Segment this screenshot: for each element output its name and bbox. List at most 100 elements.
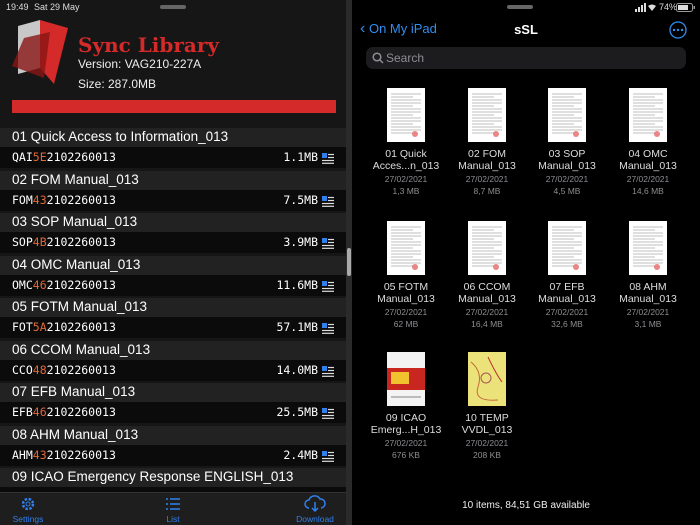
doc-row[interactable]: 07 EFB Manual_013 EFB462102260013 25.5MB	[0, 383, 346, 423]
file-item[interactable]: 06 CCOM Manual_013 27/02/2021 16,4 MB	[447, 221, 527, 331]
doc-status-icon	[322, 236, 334, 249]
doc-size: 25.5MB	[276, 405, 318, 419]
file-item[interactable]: 08 AHM Manual_013 27/02/2021 3,1 MB	[608, 221, 688, 331]
file-item[interactable]: 02 FOM Manual_013 27/02/2021 8,7 MB	[447, 88, 527, 198]
file-date: 27/02/2021	[384, 307, 428, 317]
file-item[interactable]: 01 Quick Acces...n_013 27/02/2021 1,3 MB	[366, 88, 446, 198]
status-time: 19:49	[6, 2, 29, 12]
file-item[interactable]: 09 ICAO Emerg...H_013 27/02/2021 676 KB	[366, 352, 446, 462]
file-thumbnail	[468, 221, 506, 275]
split-divider[interactable]	[346, 0, 352, 525]
progress-bar	[12, 100, 336, 113]
more-button[interactable]	[669, 21, 687, 39]
file-thumbnail	[629, 88, 667, 142]
code-key: 43	[32, 192, 47, 207]
file-item[interactable]: 03 SOP Manual_013 27/02/2021 4,5 MB	[527, 88, 607, 198]
file-name: Manual_013	[377, 293, 435, 305]
file-name: 07 EFB	[549, 281, 585, 293]
doc-code: FOT5A2102260013	[12, 320, 116, 334]
doc-name-band	[0, 170, 346, 190]
code-part: 2102260013	[46, 235, 116, 249]
tab-bar: Settings List Download	[0, 492, 346, 525]
file-thumbnail	[387, 88, 425, 142]
doc-row[interactable]: 01 Quick Access to Information_013 QAI5E2…	[0, 128, 346, 168]
file-thumbnail	[548, 221, 586, 275]
file-name: Manual_013	[458, 293, 516, 305]
doc-size: 1.1MB	[283, 150, 318, 164]
doc-name: 05 FOTM Manual_013	[12, 299, 148, 314]
doc-name: 09 ICAO Emergency Response ENGLISH_013	[12, 469, 294, 484]
file-size: 62 MB	[393, 319, 419, 329]
file-date: 27/02/2021	[384, 174, 428, 184]
file-size: 676 KB	[392, 450, 420, 460]
doc-code: AHM432102260013	[12, 448, 116, 462]
status-date: Sat 29 May	[34, 2, 80, 12]
tab-label[interactable]: List	[166, 514, 180, 524]
doc-code: OMC462102260013	[12, 278, 116, 292]
code-part: OMC	[12, 277, 33, 292]
code-key: 48	[32, 362, 47, 377]
signal-wifi	[635, 3, 656, 12]
doc-size: 14.0MB	[276, 362, 318, 377]
doc-status-icon	[322, 279, 334, 292]
doc-name: 02 FOM Manual_013	[12, 171, 139, 187]
doc-name-band	[0, 468, 346, 487]
file-size: 8,7 MB	[473, 186, 501, 196]
doc-code: SOP4B2102260013	[12, 235, 116, 249]
multitask-handle[interactable]	[160, 5, 186, 9]
doc-size: 3.9MB	[283, 235, 318, 249]
doc-code-band	[0, 189, 346, 211]
file-date: 27/02/2021	[465, 438, 509, 448]
doc-row[interactable]: 08 AHM Manual_013 AHM432102260013 2.4MB	[0, 425, 346, 466]
file-name: 10 TEMP	[465, 412, 509, 424]
doc-row[interactable]: 06 CCOM Manual_013 CCO482102260013 14.0MB	[0, 340, 346, 381]
doc-row[interactable]: 03 SOP Manual_013 SOP4B2102260013 3.9MB	[0, 213, 346, 253]
doc-row[interactable]: 09 ICAO Emergency Response ENGLISH_013	[0, 468, 346, 492]
doc-status-icon	[322, 194, 334, 207]
file-name: VVDL_013	[461, 424, 513, 436]
doc-status-icon	[322, 321, 334, 334]
file-date: 27/02/2021	[626, 307, 670, 317]
multitask-handle[interactable]	[507, 5, 533, 9]
doc-status-icon	[322, 406, 334, 419]
doc-code-band	[0, 402, 346, 423]
back-button[interactable]: ‹ On My iPad	[360, 20, 437, 37]
tab-label[interactable]: Settings	[12, 514, 44, 524]
file-item[interactable]: 05 FOTM Manual_013 27/02/2021 62 MB	[366, 221, 446, 331]
file-thumbnail	[468, 352, 506, 406]
file-name: Emerg...H_013	[370, 424, 442, 436]
doc-size: 11.6MB	[276, 277, 318, 292]
tab-label[interactable]: Download	[296, 514, 334, 524]
doc-name-band	[0, 340, 346, 360]
list-icon	[166, 498, 180, 510]
doc-name-band	[0, 425, 346, 445]
code-part: 2102260013	[46, 405, 116, 419]
doc-status-icon	[322, 364, 334, 377]
file-size: 208 KB	[473, 450, 501, 460]
doc-row[interactable]: 05 FOTM Manual_013 FOT5A2102260013 57.1MB	[0, 298, 346, 338]
doc-row[interactable]: 02 FOM Manual_013 FOM432102260013 7.5MB	[0, 170, 346, 211]
doc-name-band	[0, 128, 346, 147]
file-item[interactable]: 10 TEMP VVDL_013 27/02/2021 208 KB	[447, 352, 527, 462]
code-key: 5E	[32, 150, 47, 164]
doc-name-band	[0, 383, 346, 402]
doc-size: 2.4MB	[283, 447, 318, 462]
doc-status-icon	[322, 449, 334, 462]
code-part: AHM	[12, 447, 33, 462]
search-bar[interactable]: Search	[366, 47, 686, 69]
file-date: 27/02/2021	[384, 438, 428, 448]
file-item[interactable]: 04 OMC Manual_013 27/02/2021 14,6 MB	[608, 88, 688, 198]
file-item[interactable]: 07 EFB Manual_013 27/02/2021 32,6 MB	[527, 221, 607, 331]
file-size: 16,4 MB	[471, 319, 503, 329]
file-date: 27/02/2021	[545, 307, 589, 317]
doc-code-band	[0, 317, 346, 338]
doc-row[interactable]: 04 OMC Manual_013 OMC462102260013 11.6MB	[0, 255, 346, 296]
storage-footer: 10 items, 84,51 GB available	[462, 500, 590, 511]
file-size: 3,1 MB	[634, 319, 662, 329]
battery-percent: 74%	[659, 2, 678, 12]
file-name: Manual_013	[619, 160, 677, 172]
file-name: Manual_013	[538, 293, 596, 305]
code-part: 2102260013	[46, 192, 116, 207]
file-name: 01 Quick	[385, 148, 427, 160]
